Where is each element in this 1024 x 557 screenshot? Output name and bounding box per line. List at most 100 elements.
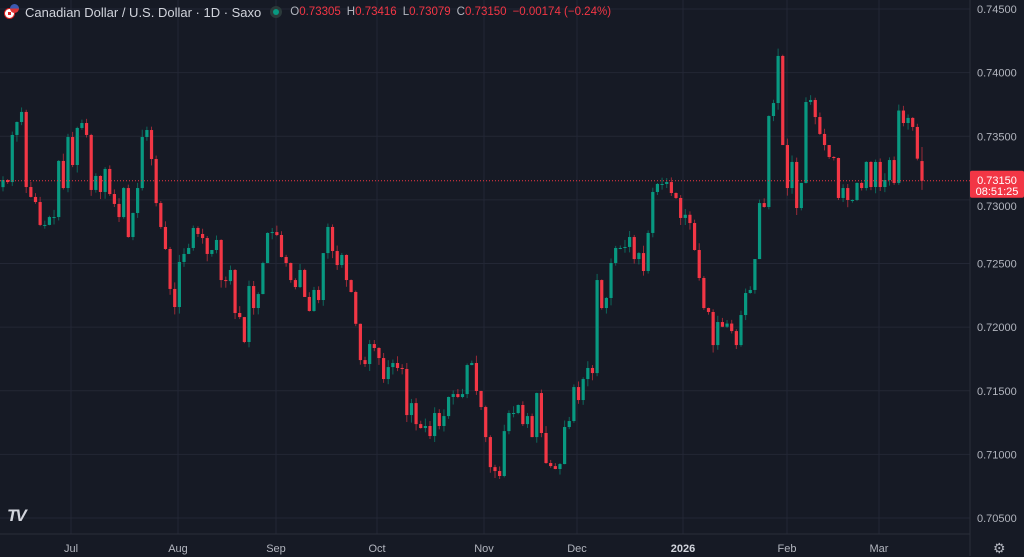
candle-down xyxy=(372,344,376,348)
candle-down xyxy=(117,203,121,218)
candle-up xyxy=(43,224,47,226)
candle-down xyxy=(456,394,460,397)
candle-up xyxy=(776,55,780,104)
candle-up xyxy=(850,200,854,202)
candle-up xyxy=(409,403,414,416)
bar-countdown: 08:51:25 xyxy=(976,186,1019,198)
market-status-icon[interactable] xyxy=(270,6,283,18)
candle-down xyxy=(354,292,358,324)
candle-up xyxy=(883,180,887,188)
candle-up xyxy=(753,259,757,290)
candle-up xyxy=(660,183,664,185)
candle-up xyxy=(804,102,808,183)
candle-down xyxy=(576,387,581,401)
candle-down xyxy=(252,286,256,309)
candle-down xyxy=(493,467,497,472)
candle-up xyxy=(618,247,622,249)
tradingview-logo[interactable]: TV xyxy=(7,506,27,525)
candle-down xyxy=(781,55,785,146)
candle-up xyxy=(140,137,144,189)
candle-up xyxy=(19,111,24,122)
candle-down xyxy=(6,180,10,183)
candle-up xyxy=(646,232,650,272)
candle-down xyxy=(219,239,223,281)
candle-down xyxy=(878,161,882,188)
candle-up xyxy=(887,160,892,181)
candle-down xyxy=(920,161,924,181)
candle-up xyxy=(906,117,910,124)
candle-up xyxy=(809,99,813,103)
candle-down xyxy=(549,463,553,467)
candle-down xyxy=(108,168,112,195)
candle-down xyxy=(317,289,321,301)
candle-up xyxy=(595,280,599,374)
candle-up xyxy=(210,250,214,254)
candle-up xyxy=(47,217,52,225)
candle-up xyxy=(873,161,878,188)
price-tick-label: 0.70500 xyxy=(977,513,1017,525)
candle-down xyxy=(702,278,706,309)
candle-down xyxy=(818,117,822,134)
candle-up xyxy=(122,188,126,218)
candle-down xyxy=(405,368,409,416)
candle-down xyxy=(126,188,130,238)
candle-down xyxy=(377,347,381,359)
candle-up xyxy=(214,239,219,251)
candle-down xyxy=(38,202,42,225)
last-price-value: 0.73150 xyxy=(977,175,1017,187)
candle-up xyxy=(270,232,274,234)
low-readout: L0.73079 xyxy=(402,6,451,18)
candle-down xyxy=(275,232,279,235)
candle-up xyxy=(94,175,98,190)
candle-up xyxy=(665,182,669,184)
candle-down xyxy=(400,367,404,369)
candle-down xyxy=(428,425,432,437)
candle-up xyxy=(15,121,19,135)
candle-down xyxy=(205,238,209,254)
candle-down xyxy=(539,393,544,433)
gear-icon[interactable]: ⚙ xyxy=(993,540,1006,556)
candle-up xyxy=(748,289,752,294)
candle-down xyxy=(163,226,168,249)
candle-up xyxy=(256,294,260,309)
candle-up xyxy=(637,253,641,260)
candle-up xyxy=(57,160,61,218)
candle-down xyxy=(915,126,919,159)
candle-down xyxy=(112,194,116,204)
candle-down xyxy=(860,182,864,189)
symbol-title[interactable]: Canadian Dollar / U.S. Dollar · 1D · Sax… xyxy=(25,4,262,20)
candle-up xyxy=(386,367,390,380)
candle-down xyxy=(734,331,738,346)
candle-up xyxy=(567,421,571,428)
candle-down xyxy=(84,123,89,135)
time-tick-label: Aug xyxy=(168,543,188,555)
candle-up xyxy=(1,180,5,188)
candle-down xyxy=(289,262,293,281)
candle-down xyxy=(238,313,242,318)
candle-down xyxy=(349,280,353,293)
candle-down xyxy=(173,288,177,308)
candle-up xyxy=(247,286,251,343)
candle-down xyxy=(335,251,339,266)
candle-down xyxy=(33,196,38,203)
candle-down xyxy=(419,424,423,429)
candle-down xyxy=(89,134,93,190)
candle-up xyxy=(451,394,455,397)
candle-up xyxy=(80,123,84,128)
candle-up xyxy=(265,232,270,263)
candle-up xyxy=(725,323,729,327)
candle-up xyxy=(261,262,265,295)
candle-down xyxy=(692,223,697,251)
candle-up xyxy=(446,396,451,417)
candle-down xyxy=(414,403,418,425)
candle-down xyxy=(730,323,734,332)
candle-up xyxy=(136,188,140,213)
candle-down xyxy=(330,226,335,252)
candle-down xyxy=(358,323,362,361)
candle-up xyxy=(182,253,186,262)
candle-up xyxy=(558,464,562,470)
candle-up xyxy=(442,416,446,426)
candle-up xyxy=(75,127,79,166)
candle-up xyxy=(744,293,748,316)
